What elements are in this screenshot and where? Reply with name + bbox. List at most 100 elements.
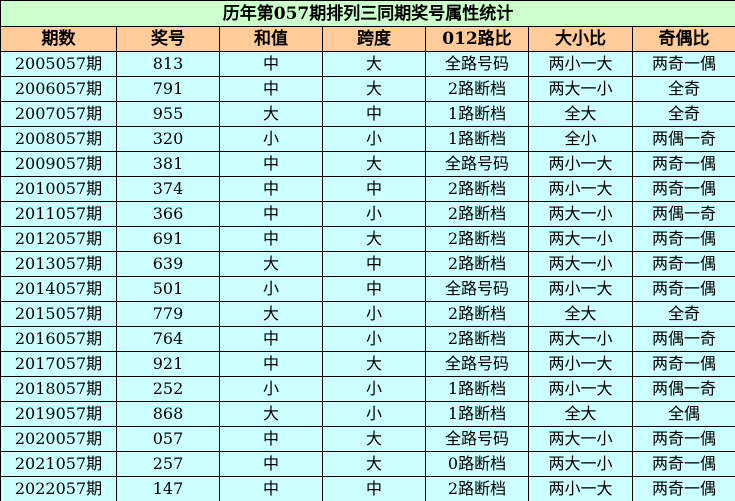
cell-number: 501 <box>116 276 220 302</box>
cell-big-small: 两小一大 <box>528 176 633 202</box>
cell-sum: 中 <box>219 51 323 77</box>
cell-odd-even: 全偶 <box>631 401 735 427</box>
cell-number: 257 <box>116 451 220 477</box>
cell-period: 2017057期 <box>0 351 117 377</box>
cell-route-012: 2路断档 <box>425 76 529 102</box>
cell-number: 366 <box>116 201 220 227</box>
cell-period: 2009057期 <box>0 151 117 177</box>
table-row: 2006057期 791 中大 2路断档 两大一小 全奇 <box>0 76 735 102</box>
header-sum: 和值 <box>219 26 323 52</box>
cell-sum: 小 <box>219 376 323 402</box>
cell-number: 813 <box>116 51 220 77</box>
table-row: 2008057期 320 小小 1路断档 全小 两偶一奇 <box>0 126 735 152</box>
cell-big-small: 两大一小 <box>528 251 633 277</box>
cell-sum: 中 <box>219 451 323 477</box>
cell-sum: 中 <box>219 201 323 227</box>
cell-number: 921 <box>116 351 220 377</box>
cell-period: 2022057期 <box>0 476 117 501</box>
cell-period: 2014057期 <box>0 276 117 302</box>
cell-route-012: 2路断档 <box>425 201 529 227</box>
cell-span: 小 <box>322 126 426 152</box>
cell-sum: 小 <box>219 276 323 302</box>
cell-sum: 中 <box>219 76 323 102</box>
table-row: 2018057期 252 小小 1路断档 两小一大 两偶一奇 <box>0 376 735 402</box>
cell-odd-even: 两奇一偶 <box>631 226 735 252</box>
cell-period: 2019057期 <box>0 401 117 427</box>
cell-sum: 大 <box>219 301 323 327</box>
cell-period: 2020057期 <box>0 426 117 452</box>
cell-span: 大 <box>322 51 426 77</box>
header-big-small: 大小比 <box>528 26 633 52</box>
cell-period: 2011057期 <box>0 201 117 227</box>
cell-odd-even: 两奇一偶 <box>631 151 735 177</box>
cell-route-012: 全路号码 <box>425 351 529 377</box>
cell-big-small: 全大 <box>528 301 633 327</box>
table-row: 2016057期 764 中小 2路断档 两大一小 两偶一奇 <box>0 326 735 352</box>
cell-sum: 大 <box>219 401 323 427</box>
cell-odd-even: 两奇一偶 <box>631 351 735 377</box>
cell-odd-even: 两奇一偶 <box>631 51 735 77</box>
cell-span: 大 <box>322 451 426 477</box>
cell-odd-even: 两奇一偶 <box>631 476 735 501</box>
cell-sum: 小 <box>219 126 323 152</box>
cell-span: 大 <box>322 351 426 377</box>
cell-big-small: 全大 <box>528 401 633 427</box>
cell-route-012: 2路断档 <box>425 226 529 252</box>
cell-odd-even: 两偶一奇 <box>631 126 735 152</box>
table-title: 历年第057期排列三同期奖号属性统计 <box>0 0 735 27</box>
cell-span: 中 <box>322 276 426 302</box>
cell-period: 2013057期 <box>0 251 117 277</box>
cell-odd-even: 两奇一偶 <box>631 251 735 277</box>
cell-odd-even: 两奇一偶 <box>631 176 735 202</box>
cell-span: 小 <box>322 326 426 352</box>
cell-route-012: 全路号码 <box>425 151 529 177</box>
cell-big-small: 两大一小 <box>528 201 633 227</box>
cell-span: 中 <box>322 176 426 202</box>
cell-period: 2018057期 <box>0 376 117 402</box>
cell-route-012: 全路号码 <box>425 51 529 77</box>
cell-odd-even: 全奇 <box>631 76 735 102</box>
cell-number: 381 <box>116 151 220 177</box>
cell-number: 779 <box>116 301 220 327</box>
cell-big-small: 两小一大 <box>528 376 633 402</box>
cell-big-small: 两大一小 <box>528 226 633 252</box>
cell-sum: 中 <box>219 226 323 252</box>
table-row: 2017057期 921 中大全路号码 两小一大 两奇一偶 <box>0 351 735 377</box>
cell-big-small: 全小 <box>528 126 633 152</box>
cell-route-012: 2路断档 <box>425 326 529 352</box>
cell-sum: 中 <box>219 351 323 377</box>
cell-number: 691 <box>116 226 220 252</box>
cell-big-small: 两小一大 <box>528 276 633 302</box>
table-row: 2014057期 501 小中全路号码 两小一大 两奇一偶 <box>0 276 735 302</box>
cell-span: 大 <box>322 226 426 252</box>
cell-route-012: 1路断档 <box>425 101 529 127</box>
cell-number: 639 <box>116 251 220 277</box>
cell-number: 791 <box>116 76 220 102</box>
cell-number: 868 <box>116 401 220 427</box>
cell-big-small: 两大一小 <box>528 326 633 352</box>
cell-big-small: 两小一大 <box>528 476 633 501</box>
cell-route-012: 全路号码 <box>425 426 529 452</box>
table-row: 2013057期 639 大中 2路断档 两大一小 两奇一偶 <box>0 251 735 277</box>
cell-odd-even: 两偶一奇 <box>631 201 735 227</box>
cell-period: 2016057期 <box>0 326 117 352</box>
cell-span: 中 <box>322 476 426 501</box>
cell-period: 2010057期 <box>0 176 117 202</box>
cell-span: 大 <box>322 76 426 102</box>
cell-period: 2006057期 <box>0 76 117 102</box>
cell-route-012: 1路断档 <box>425 401 529 427</box>
table-row: 2021057期 257 中大 0路断档 两大一小 两奇一偶 <box>0 451 735 477</box>
cell-span: 大 <box>322 426 426 452</box>
cell-odd-even: 两偶一奇 <box>631 376 735 402</box>
cell-route-012: 2路断档 <box>425 476 529 501</box>
table-row: 2022057期 147 中中 2路断档 两小一大 两奇一偶 <box>0 476 735 501</box>
cell-sum: 中 <box>219 426 323 452</box>
cell-span: 小 <box>322 401 426 427</box>
cell-period: 2008057期 <box>0 126 117 152</box>
table-row: 2015057期 779 大小 2路断档 全大 全奇 <box>0 301 735 327</box>
table-row: 2020057期 057 中大全路号码 两大一小 两奇一偶 <box>0 426 735 452</box>
cell-big-small: 两小一大 <box>528 351 633 377</box>
cell-route-012: 2路断档 <box>425 251 529 277</box>
